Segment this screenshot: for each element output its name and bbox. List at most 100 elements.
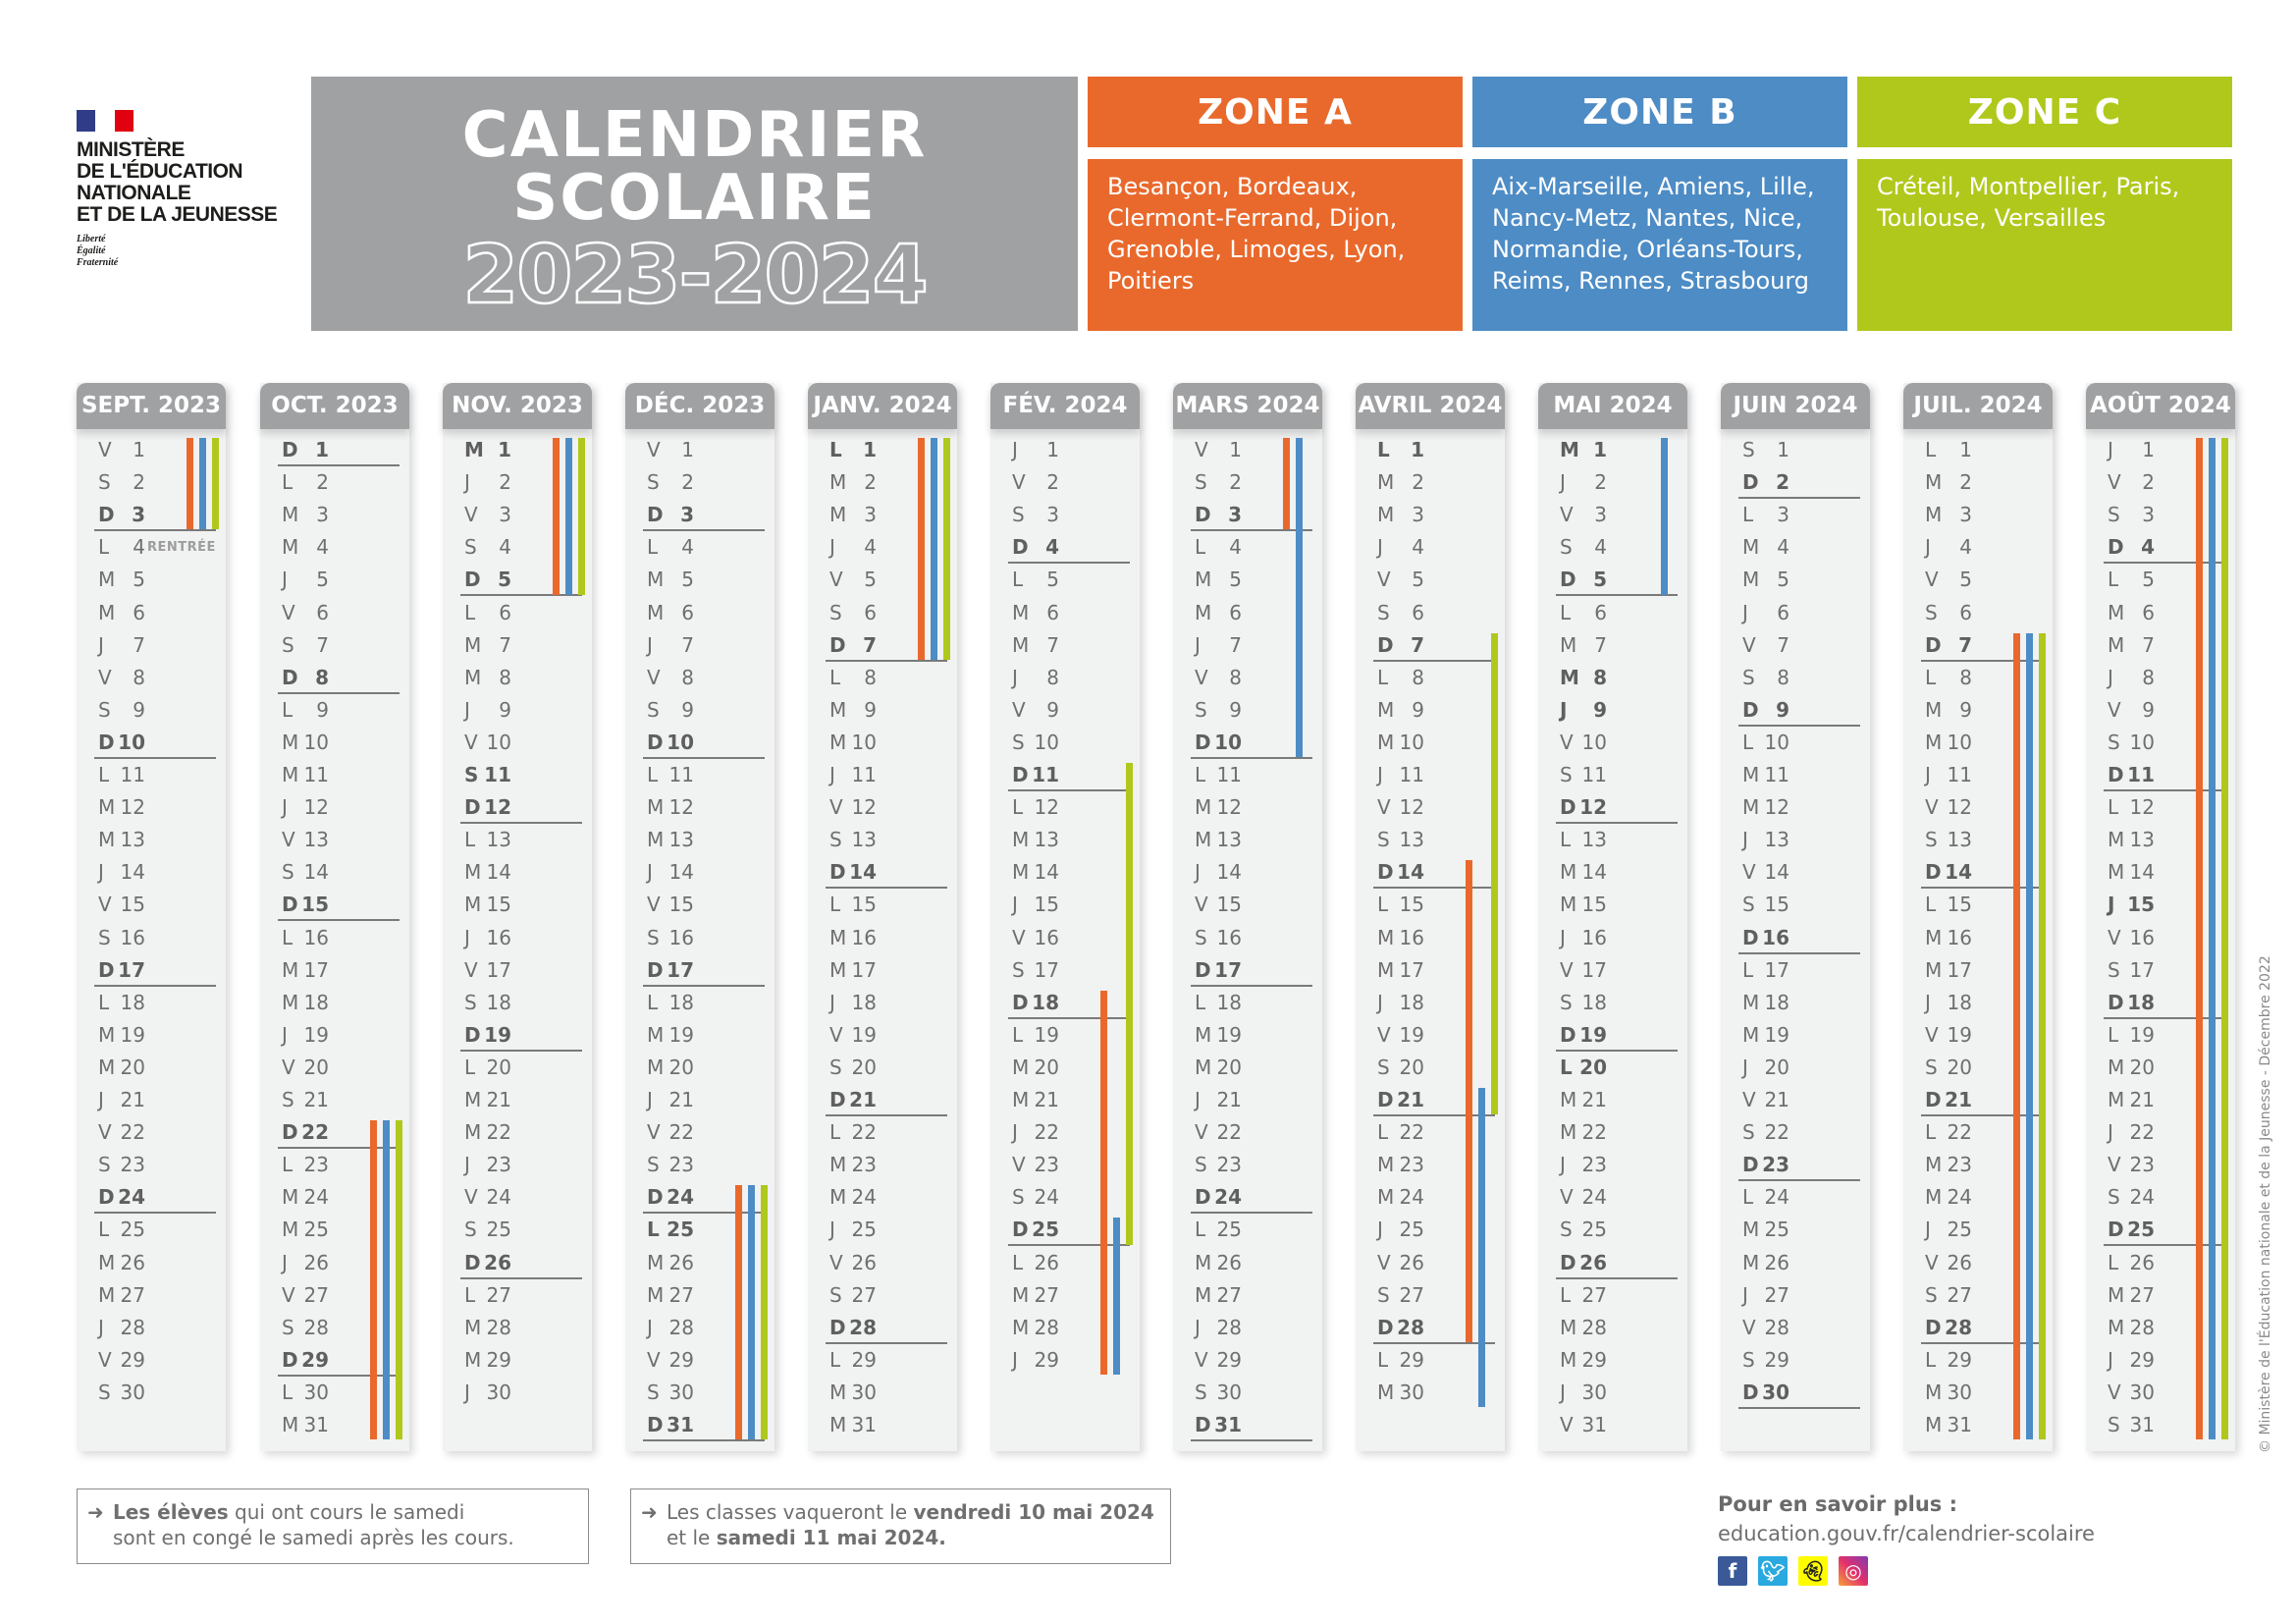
weekday-letter: M — [282, 1185, 299, 1210]
day-number: 9 — [1593, 697, 1607, 722]
note-bold: samedi 11 mai 2024. — [716, 1526, 946, 1549]
twitter-icon[interactable]: 🐦︎ — [1758, 1556, 1788, 1586]
weekday-letter: J — [2108, 438, 2113, 461]
weekday-letter: D — [829, 1315, 846, 1339]
weekday-letter: M — [1377, 697, 1395, 722]
day-number: 26 — [1764, 1250, 1789, 1274]
day-number: 14 — [120, 860, 145, 885]
day-number: 17 — [2129, 957, 2155, 982]
day-row: D 18 — [2086, 987, 2235, 1019]
vacation-bar-zone-c — [212, 438, 219, 530]
day-number: 18 — [1032, 990, 1059, 1014]
day-number: 6 — [1777, 600, 1789, 624]
weekday-letter: V — [98, 1120, 112, 1145]
weekday-letter: D — [1925, 632, 1942, 657]
day-row: M 27 — [990, 1279, 1140, 1312]
note-saturday: ➜ Les élèves qui ont cours le samedi son… — [77, 1489, 589, 1564]
more-link[interactable]: education.gouv.fr/calendrier-scolaire — [1718, 1522, 2095, 1545]
vacation-bar-zone-b — [931, 438, 937, 660]
weekday-letter: L — [98, 1218, 110, 1242]
day-number: 9 — [1412, 697, 1424, 722]
weekday-letter: S — [1560, 1218, 1573, 1242]
weekday-letter: M — [282, 957, 299, 982]
day-number: 23 — [1216, 1153, 1242, 1177]
instagram-icon[interactable]: ◎ — [1839, 1556, 1868, 1586]
day-row: L 12 — [2086, 791, 2235, 824]
weekday-letter: S — [98, 697, 111, 722]
weekday-letter: M — [1195, 795, 1212, 820]
weekday-letter: L — [1012, 1022, 1024, 1047]
snapchat-icon[interactable]: 👻︎ — [1798, 1556, 1828, 1586]
month-header: MAI 2024 — [1538, 383, 1687, 429]
weekday-letter: D — [1560, 1250, 1576, 1274]
weekday-letter: V — [1195, 1120, 1208, 1145]
weekday-letter: S — [282, 860, 294, 885]
weekday-letter: M — [1195, 1282, 1212, 1307]
day-number: 27 — [1764, 1282, 1789, 1307]
weekday-letter: D — [2108, 1218, 2124, 1242]
day-number: 29 — [120, 1347, 145, 1372]
weekday-letter: D — [1195, 1185, 1211, 1210]
vacation-bar-zone-a — [2196, 438, 2203, 1440]
day-number: 31 — [303, 1413, 329, 1436]
day-number: 11 — [1032, 763, 1059, 786]
day-row: D 11 — [990, 759, 1140, 792]
day-number: 21 — [303, 1088, 329, 1111]
facebook-icon[interactable]: f — [1718, 1556, 1747, 1586]
day-number: 24 — [851, 1185, 877, 1210]
weekday-letter: M — [98, 828, 116, 852]
day-row: M 24 — [1356, 1181, 1505, 1214]
weekday-letter: M — [1560, 1347, 1577, 1372]
day-row: D 18 — [990, 987, 1140, 1019]
weekday-letter: M — [98, 600, 116, 624]
day-number: 5 — [1959, 568, 1972, 592]
day-number: 18 — [1947, 990, 1972, 1014]
day-row: D 19 — [443, 1019, 592, 1052]
day-number: 22 — [2129, 1120, 2155, 1145]
day-number: 3 — [1959, 503, 1972, 527]
weekday-letter: S — [1377, 828, 1390, 852]
day-number: 25 — [1581, 1218, 1607, 1242]
day-row: S 15 — [1721, 889, 1870, 921]
day-number: 15 — [1399, 893, 1424, 917]
weekday-letter: M — [2108, 1088, 2125, 1111]
day-number: 19 — [851, 1022, 877, 1047]
weekday-letter: V — [1012, 470, 1026, 495]
weekday-letter: S — [2108, 957, 2120, 982]
weekday-letter: S — [464, 1218, 477, 1242]
day-number: 8 — [315, 665, 329, 689]
day-number: 7 — [133, 632, 145, 657]
day-number: 20 — [851, 1055, 877, 1079]
weekday-letter: J — [1925, 990, 1931, 1014]
weekday-letter: M — [1742, 763, 1760, 786]
day-number: 5 — [2142, 568, 2155, 592]
arrow-icon: ➜ — [87, 1500, 104, 1524]
weekday-letter: L — [829, 1347, 841, 1372]
day-number: 3 — [1777, 503, 1789, 527]
day-row: L 22 — [1356, 1116, 1505, 1149]
day-row: M 17 — [1903, 954, 2053, 987]
day-row: D 31 — [625, 1409, 774, 1442]
weekday-letter: L — [829, 665, 841, 689]
day-number: 4 — [499, 535, 511, 560]
day-row: S 20 — [1903, 1052, 2053, 1084]
day-row: V 26 — [808, 1247, 957, 1279]
day-row: M 22 — [1538, 1116, 1687, 1149]
day-number: 10 — [303, 730, 329, 754]
day-number: 5 — [498, 568, 511, 592]
weekday-letter: L — [1377, 1347, 1389, 1372]
day-row: M 28 — [1538, 1312, 1687, 1344]
day-number: 12 — [1579, 795, 1607, 820]
weekday-letter: D — [2108, 535, 2124, 560]
weekday-letter: M — [98, 1282, 116, 1307]
day-number: 31 — [1581, 1413, 1607, 1436]
weekday-letter: M — [829, 957, 847, 982]
